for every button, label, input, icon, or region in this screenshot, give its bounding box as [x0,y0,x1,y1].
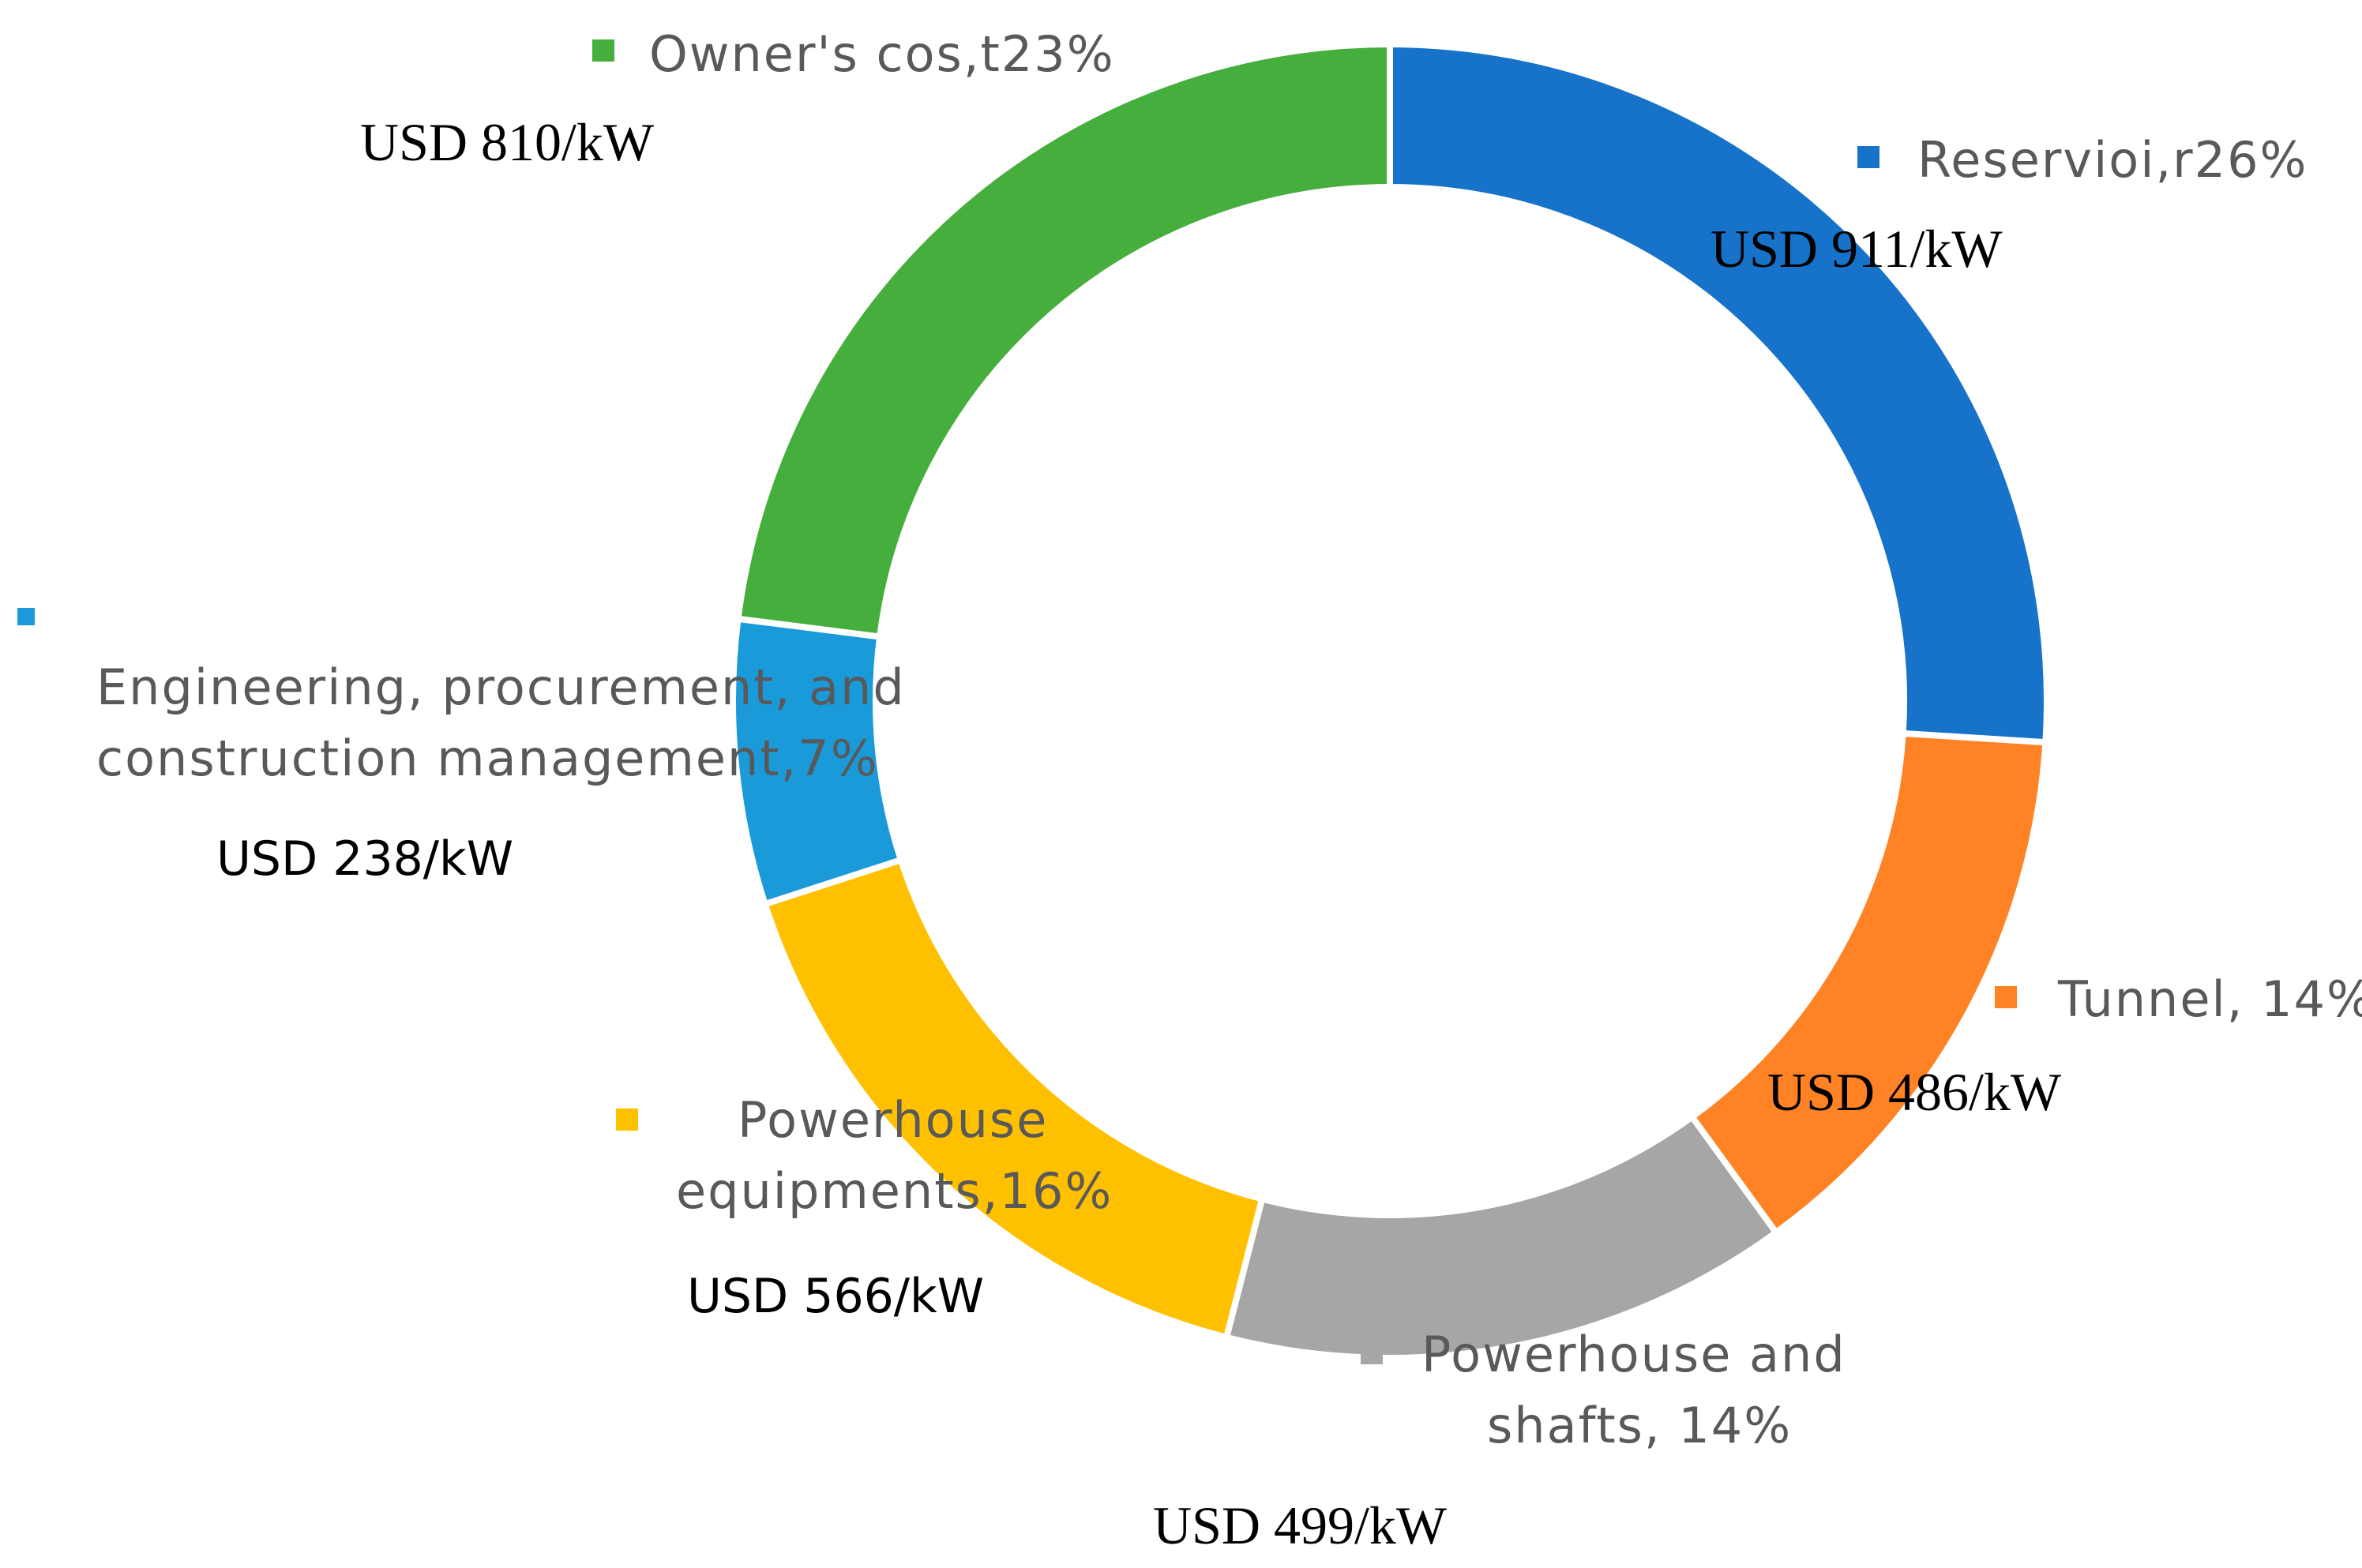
slices-group [730,41,2050,1361]
legend-swatch-powerhouse-equipment [616,1108,638,1131]
label-powerhouse-shafts-line1: Powerhouse and [1421,1326,1846,1383]
legend-swatch-tunnel [1995,986,2017,1008]
slice-powerhouse-shafts [1223,1113,1780,1361]
legend-swatch-owner [592,39,614,62]
legend-swatch-reservoir [1857,146,1879,168]
slice-owner [734,41,1393,640]
label-epcm-line1: Engineering, procurement, and [96,658,906,716]
label-tunnel: Tunnel, 14% [2057,970,2362,1028]
legend-swatch-epcm [17,608,35,625]
cost-powerhouse-shafts: USD 499/kW [1153,1495,1448,1555]
cost-epcm: USD 238/kW [216,831,513,887]
label-powerhouse-equipment-group: Powerhouse equipments,16% USD 566/kW [616,1091,1113,1324]
label-reservoir-group: Reservioi,r26% USD 911/kW [1710,131,2308,279]
legend-swatch-powerhouse-shafts [1361,1342,1383,1364]
label-powerhouse-shafts-group: Powerhouse and shafts, 14% USD 499/kW [1153,1326,1846,1555]
label-reservoir: Reservioi,r26% [1917,131,2308,189]
label-epcm-group: Engineering, procurement, and constructi… [17,608,906,887]
slice-tunnel [1688,730,2049,1236]
label-tunnel-group: Tunnel, 14% USD 486/kW [1767,970,2362,1122]
cost-reservoir: USD 911/kW [1710,219,2003,279]
label-powerhouse-shafts-line2: shafts, 14% [1487,1397,1792,1454]
label-owner-group: Owner's cos,t23% USD 810/kW [360,25,1115,172]
cost-owner: USD 810/kW [360,112,655,172]
cost-powerhouse-equipment: USD 566/kW [687,1269,984,1324]
slice-reservoir [1387,41,2050,746]
label-powerhouse-equipment-line2: equipments,16% [676,1162,1113,1220]
cost-tunnel: USD 486/kW [1767,1062,2062,1122]
label-powerhouse-equipment-line1: Powerhouse [738,1091,1048,1149]
label-owner: Owner's cos,t23% [649,25,1115,83]
label-epcm-line2: construction management,7% [96,730,879,787]
